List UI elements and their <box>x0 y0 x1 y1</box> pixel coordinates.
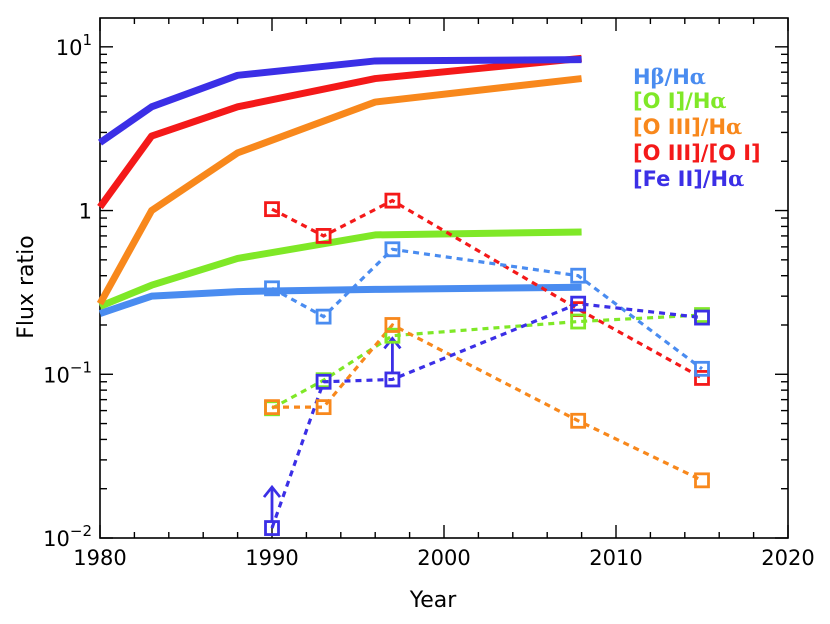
observed-lines <box>270 198 703 529</box>
observed-dashed-line <box>271 313 703 410</box>
tick-labels: 1980 1990 2000 2010 2020 101 1 10−1 10−2 <box>43 31 815 570</box>
data-point-marker <box>264 201 280 218</box>
data-point-marker <box>570 412 587 429</box>
model-line <box>98 283 582 317</box>
y-tick-label: 1 <box>79 200 92 224</box>
plot-frame <box>99 17 789 539</box>
model-line <box>98 56 582 146</box>
legend-entry: [O III]/[O I] <box>633 141 761 165</box>
y-tick-label: 10−1 <box>43 358 92 387</box>
data-point-marker <box>384 317 401 333</box>
data-point-marker <box>694 370 710 386</box>
data-point-marker <box>315 308 332 325</box>
data-point-marker <box>315 228 332 244</box>
data-point-marker <box>694 309 710 326</box>
x-tick-label: 1990 <box>245 546 298 570</box>
y-tick-label: 10−2 <box>43 522 92 551</box>
data-point-marker <box>264 280 280 297</box>
model-line <box>96 75 582 306</box>
x-tick-label: 2010 <box>589 546 642 570</box>
data-point-marker <box>264 520 280 536</box>
data-point-marker <box>694 360 710 377</box>
lower-limit-arrow-head <box>383 336 402 350</box>
x-tick-label: 2000 <box>417 546 470 570</box>
data-point-marker <box>315 373 332 390</box>
data-point-marker <box>694 472 710 489</box>
data-point-marker <box>384 192 401 209</box>
data-point-marker <box>315 399 332 416</box>
data-point-marker <box>384 371 401 388</box>
x-axis-label: Year <box>409 588 458 613</box>
data-point-marker <box>570 267 587 284</box>
legend-entry: [Fe II]/Hα <box>633 166 744 191</box>
model-line <box>98 228 582 310</box>
observed-markers <box>264 192 710 536</box>
lower-limit-arrow-head <box>262 484 282 498</box>
data-point-marker <box>570 295 587 312</box>
legend-entry: [O I]/Hα <box>633 88 727 113</box>
data-point-marker <box>264 399 280 416</box>
legend-entry: [O III]/Hα <box>633 114 742 139</box>
y-tick-label: 101 <box>56 31 92 60</box>
observed-dashed-line <box>271 198 703 380</box>
observed-dashed-line <box>271 247 703 371</box>
legend-entry: Hβ/Hα <box>633 64 706 89</box>
model-line <box>97 54 582 210</box>
observed-dashed-line <box>272 322 703 482</box>
data-point-marker <box>570 313 587 330</box>
legend: Hβ/Hα[O I]/Hα[O III]/Hα[O III]/[O I][Fe … <box>633 64 761 191</box>
data-point-marker <box>384 327 401 344</box>
x-tick-label: 2020 <box>761 546 814 570</box>
observed-dashed-line <box>270 302 703 529</box>
y-axis-label: Flux ratio <box>14 235 39 338</box>
model-lines <box>96 54 582 317</box>
lower-limit-arrows <box>262 336 402 522</box>
data-point-marker <box>384 241 401 258</box>
x-tick-label: 1980 <box>73 546 126 570</box>
